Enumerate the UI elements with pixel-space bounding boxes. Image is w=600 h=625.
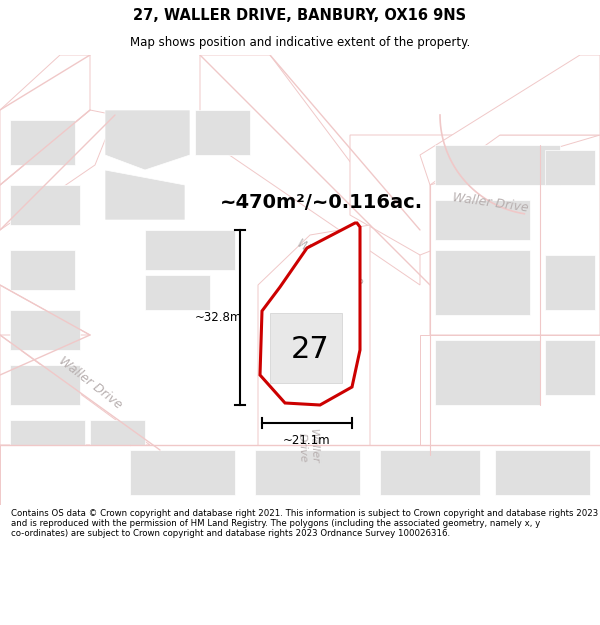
Polygon shape [10, 185, 80, 225]
Text: Contains OS data © Crown copyright and database right 2021. This information is : Contains OS data © Crown copyright and d… [11, 509, 598, 538]
Polygon shape [0, 110, 115, 230]
Polygon shape [350, 135, 600, 255]
Polygon shape [435, 145, 560, 185]
Polygon shape [90, 420, 145, 445]
Polygon shape [145, 275, 210, 310]
Polygon shape [420, 55, 600, 185]
Text: Waller
Drive: Waller Drive [296, 429, 320, 465]
Polygon shape [0, 285, 90, 335]
Polygon shape [430, 135, 600, 335]
Polygon shape [0, 335, 150, 445]
Polygon shape [10, 250, 75, 290]
Polygon shape [10, 120, 75, 165]
Polygon shape [10, 365, 80, 405]
Text: Waller Drive: Waller Drive [451, 191, 529, 215]
Polygon shape [145, 230, 235, 270]
Polygon shape [200, 55, 420, 285]
Text: ~21.1m: ~21.1m [283, 434, 331, 447]
Polygon shape [258, 225, 370, 495]
Polygon shape [255, 450, 360, 495]
Polygon shape [545, 255, 595, 310]
Text: 27: 27 [290, 336, 329, 364]
Text: ~32.8m: ~32.8m [194, 311, 242, 324]
Polygon shape [195, 110, 250, 155]
Polygon shape [105, 110, 190, 170]
Polygon shape [270, 313, 342, 383]
Text: 27, WALLER DRIVE, BANBURY, OX16 9NS: 27, WALLER DRIVE, BANBURY, OX16 9NS [133, 8, 467, 23]
Polygon shape [545, 340, 595, 395]
Polygon shape [435, 250, 530, 315]
Polygon shape [495, 450, 590, 495]
Polygon shape [435, 340, 540, 405]
Polygon shape [435, 200, 530, 240]
Polygon shape [10, 310, 80, 350]
Text: Waller Drive: Waller Drive [56, 354, 124, 412]
Polygon shape [0, 55, 90, 185]
Text: Waller Drive: Waller Drive [295, 237, 365, 289]
Polygon shape [420, 335, 600, 455]
Polygon shape [130, 450, 235, 495]
Polygon shape [105, 170, 185, 220]
Polygon shape [260, 223, 360, 405]
Polygon shape [10, 420, 85, 445]
Text: ~470m²/~0.116ac.: ~470m²/~0.116ac. [220, 194, 423, 213]
Text: Map shows position and indicative extent of the property.: Map shows position and indicative extent… [130, 36, 470, 49]
Polygon shape [0, 445, 600, 505]
Polygon shape [545, 150, 595, 185]
Polygon shape [380, 450, 480, 495]
